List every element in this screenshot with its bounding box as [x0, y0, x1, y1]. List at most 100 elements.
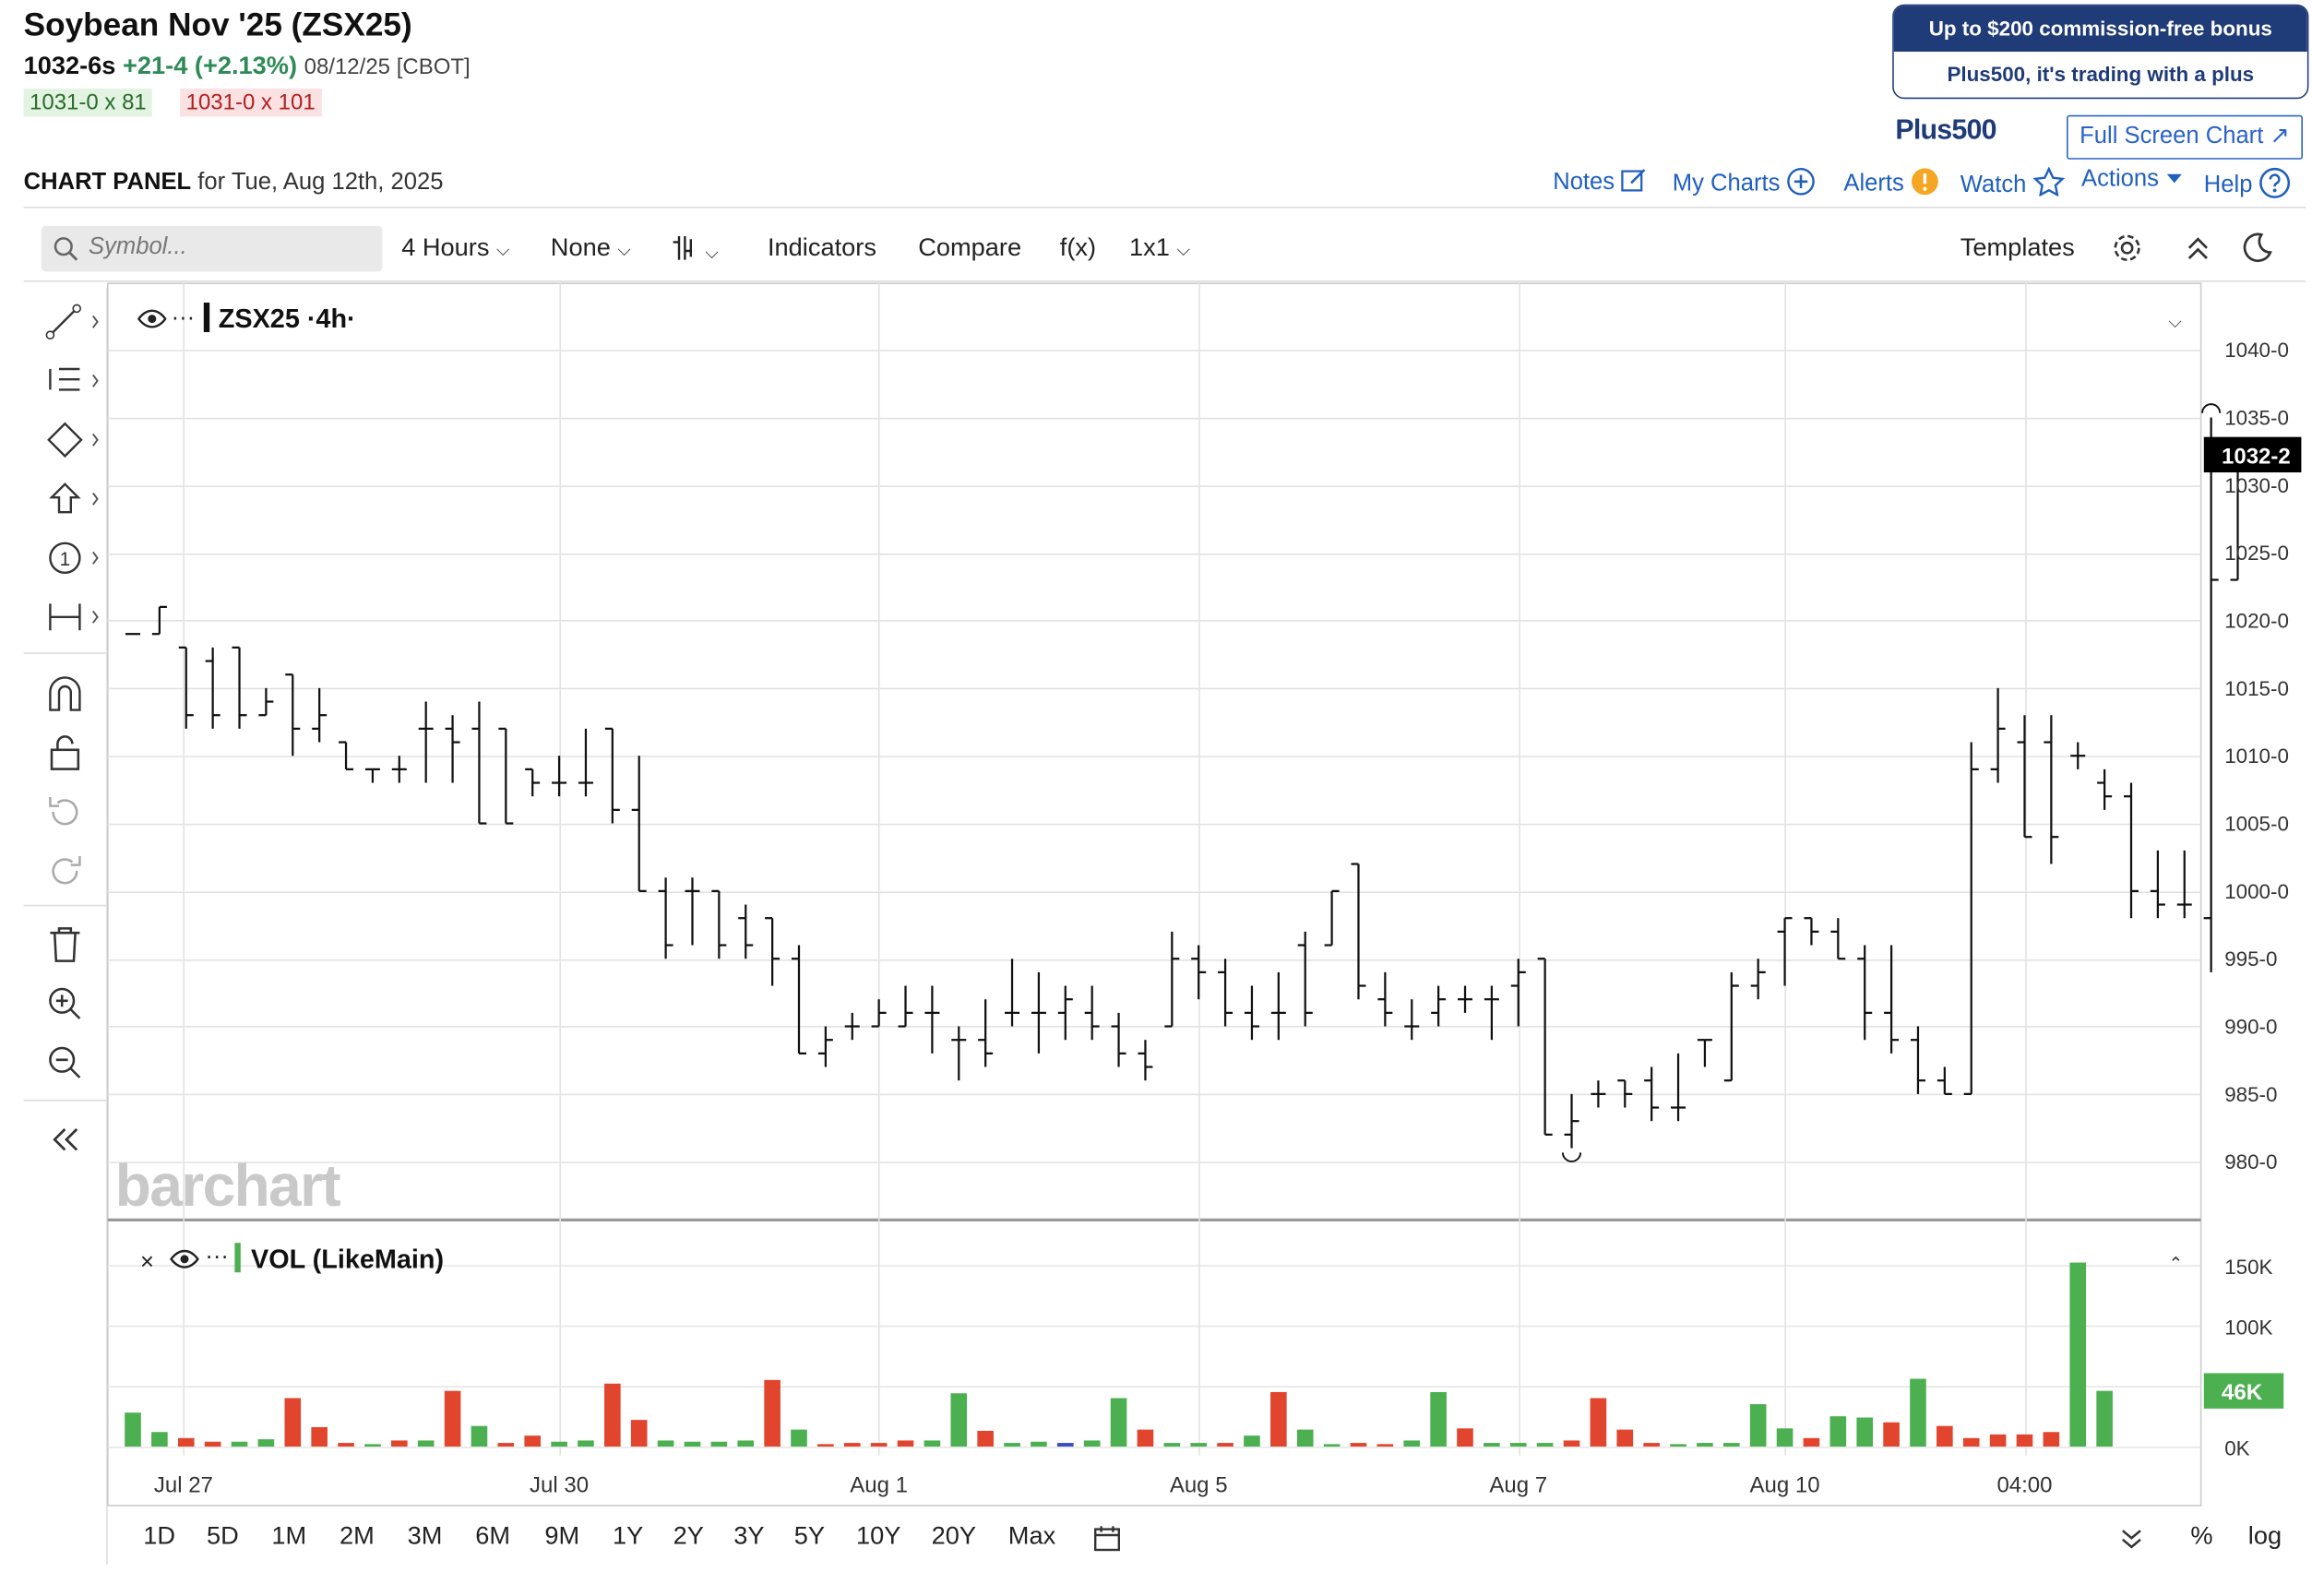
range-10y[interactable]: 10Y	[856, 1521, 901, 1550]
ohlc-bar	[1191, 945, 1207, 1000]
interval-select[interactable]: 4 Hours ⌵	[401, 233, 509, 263]
volume-legend[interactable]: × ··· VOL (LikeMain) ⌃	[140, 1243, 2183, 1275]
undo-icon[interactable]	[44, 792, 103, 831]
percent-toggle[interactable]: %	[2190, 1521, 2213, 1550]
moon-icon[interactable]	[2241, 232, 2273, 264]
fx-button[interactable]: f(x)	[1059, 232, 1097, 262]
range-6m[interactable]: 6M	[475, 1521, 510, 1550]
ohlc-bar	[711, 889, 727, 959]
collapse-left-icon[interactable]	[44, 1120, 103, 1159]
alerts-link[interactable]: Alerts	[1843, 167, 1940, 198]
volume-bar	[1350, 1443, 1367, 1447]
range-1m[interactable]: 1M	[271, 1521, 307, 1550]
range-5d[interactable]: 5D	[207, 1521, 239, 1550]
ohlc-bar	[1324, 889, 1340, 947]
price-tick-label: 1005-0	[2224, 813, 2289, 836]
ohlc-bar	[1084, 985, 1100, 1041]
price-tick-label: 1040-0	[2224, 339, 2289, 362]
volume-bar	[1403, 1440, 1421, 1447]
volume-bar	[578, 1440, 594, 1447]
zoom-out-icon[interactable]	[44, 1043, 103, 1082]
more-icon[interactable]: ···	[205, 1244, 229, 1269]
ohlc-bar	[312, 687, 328, 743]
measure-tool-icon[interactable]	[44, 598, 103, 637]
price-tick-label: 1025-0	[2224, 542, 2289, 565]
volume-bar	[391, 1440, 408, 1447]
eye-icon[interactable]	[170, 1249, 199, 1268]
trash-icon[interactable]	[44, 925, 103, 964]
redo-icon[interactable]	[44, 852, 103, 890]
watch-link[interactable]: Watch	[1960, 166, 2066, 199]
calendar-icon[interactable]	[1092, 1523, 1122, 1553]
actions-menu[interactable]: Actions	[2081, 167, 2183, 194]
log-toggle[interactable]: log	[2247, 1521, 2282, 1550]
range-20y[interactable]: 20Y	[931, 1521, 976, 1550]
volume-bar	[177, 1437, 195, 1447]
volume-bar	[870, 1443, 888, 1447]
chevron-down-icon[interactable]: ⌵	[2168, 313, 2182, 332]
label-tool-icon[interactable]: 1	[44, 539, 103, 578]
ohlc-bar	[1484, 985, 1499, 1041]
help-link[interactable]: Help	[2204, 167, 2292, 199]
ad-line1: Up to $200 commission-free bonus	[1893, 6, 2307, 52]
range-5y[interactable]: 5Y	[793, 1521, 826, 1550]
zoom-in-icon[interactable]	[44, 984, 103, 1023]
unlock-icon[interactable]	[44, 733, 103, 772]
magnet-icon[interactable]	[44, 674, 103, 713]
close-icon[interactable]: ×	[140, 1249, 154, 1275]
ad-banner[interactable]: Up to $200 commission-free bonus Plus500…	[1892, 4, 2309, 100]
divider	[23, 904, 107, 907]
double-chevron-down-icon[interactable]	[2120, 1526, 2144, 1550]
volume-bar	[1031, 1441, 1047, 1447]
more-icon[interactable]: ···	[172, 304, 196, 330]
last-volume-badge	[2203, 1373, 2284, 1409]
volume-bar	[764, 1379, 781, 1447]
range-1d[interactable]: 1D	[143, 1521, 175, 1550]
notes-link[interactable]: Notes	[1553, 167, 1648, 197]
volume-tick-label: 150K	[2224, 1256, 2272, 1279]
templates-button[interactable]: Templates	[1960, 232, 2075, 262]
trendline-tool-icon[interactable]	[44, 303, 103, 341]
ohlc-bar	[1697, 1039, 1712, 1067]
shape-tool-icon[interactable]	[44, 421, 103, 459]
range-2m[interactable]: 2M	[340, 1521, 375, 1550]
series-color-swatch	[234, 1243, 241, 1273]
symbol-search[interactable]: Symbol...	[41, 225, 383, 272]
arrow-tool-icon[interactable]	[44, 480, 103, 518]
bar-type-select[interactable]: ⌵	[672, 233, 719, 266]
volume-bar	[1803, 1437, 1820, 1447]
help-icon	[2259, 167, 2291, 198]
range-2y[interactable]: 2Y	[673, 1521, 704, 1550]
ohlc-bar	[1857, 945, 1873, 1041]
price-legend[interactable]: ··· ZSX25 ·4h· ⌵	[137, 303, 2182, 334]
range-9m[interactable]: 9M	[544, 1521, 580, 1550]
caret-down-icon	[2166, 173, 2182, 184]
full-screen-chart-button[interactable]: Full Screen Chart ↗	[2067, 114, 2303, 160]
divider	[23, 652, 107, 654]
fib-tool-icon[interactable]	[44, 362, 103, 400]
volume-bar	[1376, 1444, 1394, 1447]
layout-select[interactable]: 1x1 ⌵	[1129, 233, 1190, 263]
my-charts-link[interactable]: My Charts	[1673, 167, 1817, 198]
gear-icon[interactable]	[2111, 232, 2143, 264]
indicators-button[interactable]: Indicators	[768, 232, 876, 262]
chart-panel-title: CHART PANEL	[23, 170, 192, 196]
price-bars	[125, 403, 2246, 1162]
volume-bar	[630, 1420, 648, 1447]
range-3m[interactable]: 3M	[407, 1521, 443, 1550]
volume-bar	[151, 1432, 168, 1447]
collapse-up-icon[interactable]	[2185, 234, 2211, 264]
range-1y[interactable]: 1Y	[613, 1521, 644, 1550]
eye-icon[interactable]	[137, 309, 167, 328]
volume-bar	[817, 1444, 834, 1447]
study-select[interactable]: None ⌵	[551, 233, 631, 263]
range-3y[interactable]: 3Y	[733, 1521, 765, 1550]
chevron-up-icon[interactable]: ⌃	[2168, 1255, 2183, 1274]
chart-panel-header: CHART PANEL for Tue, Aug 12th, 2025	[24, 170, 444, 197]
compare-button[interactable]: Compare	[918, 232, 1022, 262]
range-max[interactable]: Max	[1007, 1521, 1056, 1550]
volume-bar	[284, 1398, 302, 1447]
ohlc-bar	[1005, 959, 1020, 1027]
plus500-logo[interactable]: Plus500	[1895, 114, 1996, 147]
